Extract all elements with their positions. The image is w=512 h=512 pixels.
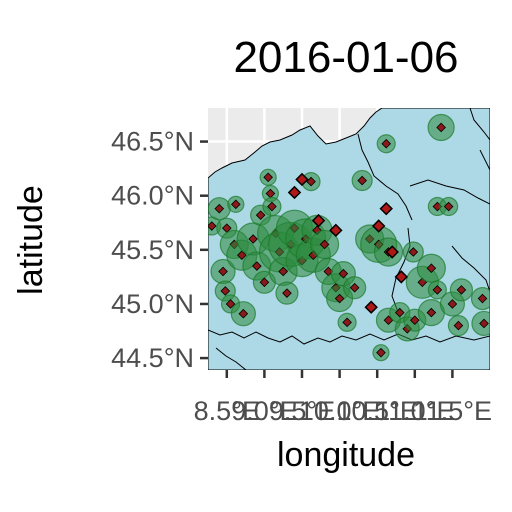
station-center-48	[426, 307, 437, 318]
station-center-5	[220, 286, 231, 296]
region-shape	[208, 108, 490, 370]
station-center-57	[376, 347, 386, 358]
station-center-9	[237, 250, 247, 261]
station-center-29	[323, 266, 334, 277]
x-axis-title: longitude	[277, 436, 415, 474]
station-center-35	[357, 175, 367, 186]
station-center-53	[479, 318, 489, 329]
station-center-50	[456, 285, 467, 295]
station-center-12	[255, 210, 266, 220]
y-axis: 44.5°N 45.0°N 45.5°N 46.0°N 46.5°N	[111, 127, 208, 373]
station-center-28	[319, 239, 330, 250]
diamond-marker-6	[364, 300, 378, 314]
station-center-20	[282, 288, 292, 298]
station-center-51	[453, 320, 464, 331]
x-axis: 8.5°E9.0°E9.5°E10.0°E10.5°E11.0°E11.5°E	[194, 370, 492, 426]
station-center-16	[267, 201, 277, 212]
station-center-49	[447, 299, 458, 309]
y-axis-title: latitude	[12, 185, 50, 295]
diamond-marker-0	[295, 172, 309, 187]
station-center-14	[263, 172, 273, 183]
y-tick-label-1: 45.0°N	[111, 289, 194, 319]
station-center-13	[259, 277, 270, 288]
y-tick-label-2: 45.5°N	[111, 235, 194, 265]
station-center-27	[306, 176, 316, 187]
x-tick-label-2: 9.5°E	[269, 396, 335, 426]
station-center-1	[214, 203, 225, 214]
diamond-marker-4	[385, 245, 399, 259]
x-tick-label-4: 10.5°E	[337, 396, 418, 426]
diamond-marker-7	[329, 223, 343, 238]
station-center-45	[426, 263, 437, 274]
station-center-11	[252, 261, 262, 271]
x-tick-label-1: 9.0°E	[231, 396, 297, 426]
station-center-54	[381, 138, 392, 149]
station-center-40	[394, 307, 405, 318]
station-center-32	[338, 268, 349, 279]
x-tick-label-0: 8.5°E	[194, 396, 260, 426]
y-tick-label-0: 44.5°N	[111, 343, 194, 373]
station-center-55	[436, 122, 446, 133]
station-center-3	[231, 199, 241, 210]
station-center-19	[278, 266, 289, 277]
map-panel	[208, 108, 490, 370]
station-center-43	[408, 247, 419, 257]
diamond-marker-5	[394, 270, 408, 284]
station-center-2	[221, 223, 232, 233]
station-center-10	[248, 234, 258, 244]
station-center-33	[342, 317, 352, 328]
y-tick-label-4: 46.5°N	[111, 127, 194, 157]
diamond-marker-1	[287, 185, 302, 200]
station-center-42	[409, 315, 420, 326]
station-center-0	[208, 221, 217, 231]
station-center-6	[225, 299, 236, 309]
internal-borders	[208, 108, 490, 370]
diamond-marker-8	[311, 213, 326, 228]
x-tick-label-6: 11.5°E	[413, 396, 492, 426]
station-center-56	[432, 285, 443, 295]
station-center-47	[443, 201, 454, 212]
chart-title: 2016-01-06	[233, 33, 458, 82]
station-center-7	[238, 308, 249, 319]
x-tick-label-3: 10.0°E	[299, 396, 380, 426]
diamond-marker-2	[379, 201, 393, 216]
station-center-4	[218, 266, 228, 277]
station-center-31	[334, 293, 345, 304]
station-center-39	[383, 315, 394, 326]
diamond-markers	[287, 172, 408, 314]
station-center-15	[265, 188, 276, 199]
y-tick-label-3: 46.0°N	[111, 181, 194, 211]
station-center-34	[349, 282, 360, 293]
x-tick-label-5: 11.0°E	[375, 396, 454, 426]
diamond-marker-3	[371, 219, 386, 233]
station-center-52	[477, 293, 488, 304]
